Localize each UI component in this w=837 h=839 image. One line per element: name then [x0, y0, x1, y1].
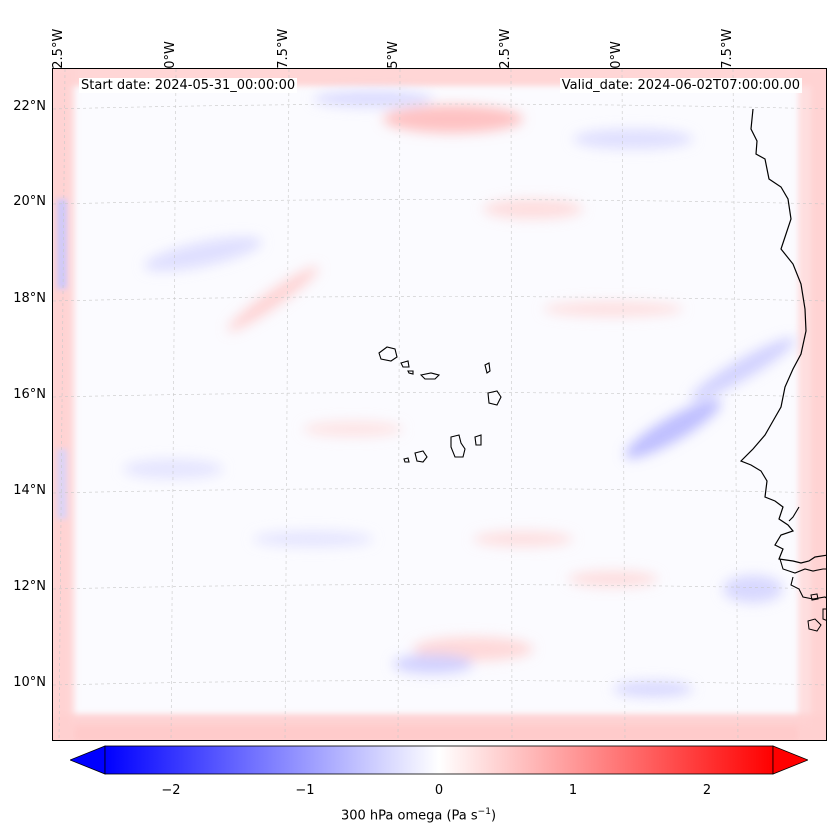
colorbar-gradient [104, 745, 774, 775]
coastline-west-africa [739, 108, 826, 564]
lat-label-20n: 20°N [13, 194, 46, 209]
lat-label-12n: 12°N [13, 579, 46, 594]
island-bijagos-3 [810, 593, 819, 601]
island-santo-antao [378, 346, 398, 362]
colorbar-label-main: 300 hPa omega (Pa s [340, 808, 478, 824]
island-maio [474, 434, 482, 446]
colorbar-tick-1: 1 [568, 783, 578, 798]
colorbar-label-exponent: −1 [477, 807, 491, 817]
island-bijagos-1 [807, 618, 822, 632]
island-santiago [450, 434, 466, 458]
island-sal [484, 362, 491, 374]
omega-field-map [53, 69, 826, 740]
island-brava [403, 457, 410, 463]
coastline-guinea [788, 506, 800, 522]
gridlines [53, 69, 826, 740]
lat-label-14n: 14°N [13, 483, 46, 498]
colorbar-extend-min [68, 745, 106, 775]
valid-date-label: Valid_date: 2024-06-02T07:00:00.00 [559, 78, 802, 93]
coastline-senegal-bay [779, 558, 826, 574]
colorbar-tick-0: 0 [434, 783, 444, 798]
start-date-label: Start date: 2024-05-31_00:00:00 [79, 78, 298, 93]
lat-label-22n: 22°N [13, 99, 46, 114]
lat-label-18n: 18°N [13, 291, 46, 306]
lat-label-16n: 16°N [13, 387, 46, 402]
colorbar-extend-max [772, 745, 810, 775]
island-boa-vista [487, 390, 502, 406]
island-sao-nicolau [419, 372, 441, 380]
colorbar-label: 300 hPa omega (Pa s−1) [0, 807, 837, 823]
colorbar-label-close: ) [490, 808, 497, 824]
island-santa-luzia [407, 370, 414, 375]
island-sao-vicente [400, 360, 410, 368]
lat-label-10n: 10°N [13, 675, 46, 690]
omega-anomalies [123, 91, 796, 697]
map-panel [52, 68, 827, 741]
colorbar-tick-2: 2 [702, 783, 712, 798]
cape-verde-islands [378, 346, 502, 463]
island-bijagos-2 [822, 608, 826, 621]
boundary-zone [53, 69, 826, 740]
colorbar-tick-neg1: −1 [295, 783, 315, 798]
colorbar-tick-neg2: −2 [161, 783, 181, 798]
colorbar [68, 745, 810, 775]
island-fogo [414, 450, 428, 463]
coastline-guinea-bissau [790, 576, 826, 600]
colorbar-svg [68, 745, 810, 775]
